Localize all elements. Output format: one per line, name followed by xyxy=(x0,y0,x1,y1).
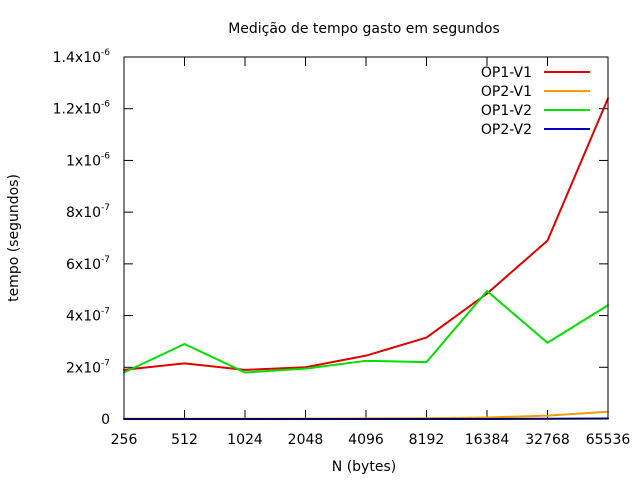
series-line-op1-v1 xyxy=(123,97,609,371)
x-tick-label: 512 xyxy=(171,432,198,448)
x-tick-label: 32768 xyxy=(525,432,570,448)
x-tick-label: 2048 xyxy=(288,432,324,448)
legend-label: OP2-V1 xyxy=(481,84,532,100)
x-tick-label: 4096 xyxy=(348,432,384,448)
legend-label: OP1-V1 xyxy=(481,65,532,81)
series-line-op1-v2 xyxy=(123,290,609,374)
y-tick-label: 2x10-7 xyxy=(66,358,110,376)
y-tick-label: 0 xyxy=(101,412,110,428)
x-tick-label: 8192 xyxy=(409,432,445,448)
y-tick-label: 1.4x10-6 xyxy=(53,48,111,66)
x-tick-label: 16384 xyxy=(465,432,510,448)
y-axis-label: tempo (segundos) xyxy=(6,174,22,302)
legend-label: OP1-V2 xyxy=(481,103,532,119)
x-tick-label: 1024 xyxy=(227,432,263,448)
y-tick-label: 1x10-6 xyxy=(66,151,110,169)
plot-frame xyxy=(123,56,609,420)
y-tick-label: 1.2x10-6 xyxy=(53,100,111,118)
y-tick-label: 6x10-7 xyxy=(66,255,110,273)
axis-ticks: 0 2x10-7 4x10-7 6x10-7 8x10-7 1x10-6 1.2x10-6 1… xyxy=(53,48,631,448)
legend-label: OP2-V2 xyxy=(481,122,532,138)
chart-title: Medição de tempo gasto em segundos xyxy=(228,21,500,37)
y-tick-label: 8x10-7 xyxy=(66,203,110,221)
y-tick-label: 4x10-7 xyxy=(66,307,110,325)
x-axis-label: N (bytes) xyxy=(332,459,396,475)
legend: OP1-V1 OP2-V1 OP1-V2 OP2-V2 xyxy=(481,65,590,138)
x-tick-label: 256 xyxy=(111,432,138,448)
x-tick-label: 65536 xyxy=(586,432,631,448)
